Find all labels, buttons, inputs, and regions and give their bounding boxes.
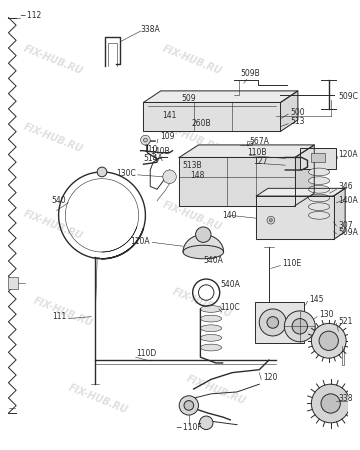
Ellipse shape [201, 306, 222, 312]
Text: 346: 346 [338, 182, 353, 191]
Circle shape [179, 396, 198, 415]
Text: 509A: 509A [338, 228, 358, 237]
Circle shape [144, 138, 147, 142]
Text: 500: 500 [290, 108, 305, 117]
Text: 120: 120 [263, 373, 278, 382]
Text: ─ 112: ─ 112 [20, 11, 41, 20]
Text: 140B: 140B [150, 147, 170, 156]
Text: 260B: 260B [192, 119, 211, 128]
Polygon shape [280, 91, 298, 131]
Text: FIX-HUB.RU: FIX-HUB.RU [185, 374, 247, 406]
Text: 140A: 140A [338, 196, 358, 205]
Ellipse shape [201, 334, 222, 341]
Circle shape [292, 319, 307, 334]
Text: 110B: 110B [247, 148, 266, 157]
Ellipse shape [201, 344, 222, 351]
Text: 338A: 338A [141, 25, 160, 34]
Circle shape [319, 331, 338, 351]
Circle shape [311, 324, 346, 358]
Circle shape [141, 135, 150, 145]
Polygon shape [334, 189, 345, 239]
Ellipse shape [309, 212, 330, 219]
Text: 338: 338 [338, 394, 353, 403]
Ellipse shape [201, 325, 222, 332]
Text: ─ 110F: ─ 110F [176, 423, 202, 432]
Polygon shape [295, 145, 314, 206]
Bar [300, 148, 337, 169]
Text: 110E: 110E [283, 259, 302, 268]
Text: 130C: 130C [116, 169, 136, 178]
Text: FIX-HUB.RU: FIX-HUB.RU [161, 44, 223, 76]
Bar [8, 277, 18, 289]
Text: 145: 145 [310, 295, 324, 304]
Text: 514A: 514A [144, 154, 163, 163]
Text: FIX-HUB.RU: FIX-HUB.RU [32, 295, 94, 328]
Text: 111: 111 [52, 312, 66, 321]
Ellipse shape [201, 315, 222, 322]
Ellipse shape [309, 177, 330, 184]
Text: FIX-HUB.RU: FIX-HUB.RU [22, 44, 84, 76]
Circle shape [259, 309, 286, 336]
Polygon shape [179, 158, 295, 206]
Bar [311, 153, 325, 162]
Text: 110: 110 [144, 145, 158, 154]
Text: 307: 307 [338, 220, 353, 230]
Circle shape [195, 227, 211, 243]
Text: 513B: 513B [182, 161, 202, 170]
Text: 109: 109 [160, 132, 174, 141]
Circle shape [267, 317, 279, 328]
Circle shape [284, 311, 315, 342]
Text: FIX-HUB.RU: FIX-HUB.RU [161, 122, 223, 155]
Circle shape [97, 167, 107, 177]
Text: 509B: 509B [240, 69, 260, 78]
Ellipse shape [309, 194, 330, 202]
Text: 521: 521 [338, 317, 353, 326]
Polygon shape [144, 91, 298, 103]
Text: 110D: 110D [136, 349, 156, 358]
Circle shape [199, 416, 213, 430]
Text: 567A: 567A [249, 136, 270, 145]
Circle shape [267, 216, 275, 224]
Text: 540: 540 [52, 196, 66, 205]
Ellipse shape [183, 245, 224, 259]
Circle shape [163, 170, 176, 184]
Text: 110A: 110A [131, 237, 150, 246]
Polygon shape [183, 234, 224, 252]
Circle shape [269, 219, 272, 221]
Circle shape [311, 384, 350, 423]
Ellipse shape [309, 168, 330, 176]
Text: FIX-HUB.RU: FIX-HUB.RU [67, 382, 129, 415]
Text: 140: 140 [222, 211, 237, 220]
Text: FIX-HUB.RU: FIX-HUB.RU [171, 287, 233, 319]
Text: 509C: 509C [338, 92, 358, 101]
Text: 148: 148 [190, 171, 204, 180]
Bar [255, 302, 303, 343]
Text: 141: 141 [162, 112, 177, 121]
Ellipse shape [309, 185, 330, 193]
Ellipse shape [309, 203, 330, 211]
Text: 513: 513 [290, 117, 305, 126]
Text: 540A: 540A [203, 256, 223, 265]
Polygon shape [179, 145, 314, 158]
Text: 509: 509 [181, 94, 196, 103]
Text: 127: 127 [253, 157, 268, 166]
Text: 130: 130 [319, 310, 334, 319]
Polygon shape [144, 103, 280, 131]
Text: FIX-HUB.RU: FIX-HUB.RU [161, 200, 223, 233]
Polygon shape [256, 196, 334, 239]
Text: FIX-HUB.RU: FIX-HUB.RU [22, 122, 84, 155]
Text: 540A: 540A [221, 280, 240, 289]
Text: FIX-HUB.RU: FIX-HUB.RU [22, 208, 84, 242]
Text: 120A: 120A [338, 150, 358, 159]
Circle shape [184, 400, 194, 410]
Polygon shape [256, 189, 345, 196]
Circle shape [321, 394, 340, 413]
Text: 110C: 110C [221, 302, 240, 311]
